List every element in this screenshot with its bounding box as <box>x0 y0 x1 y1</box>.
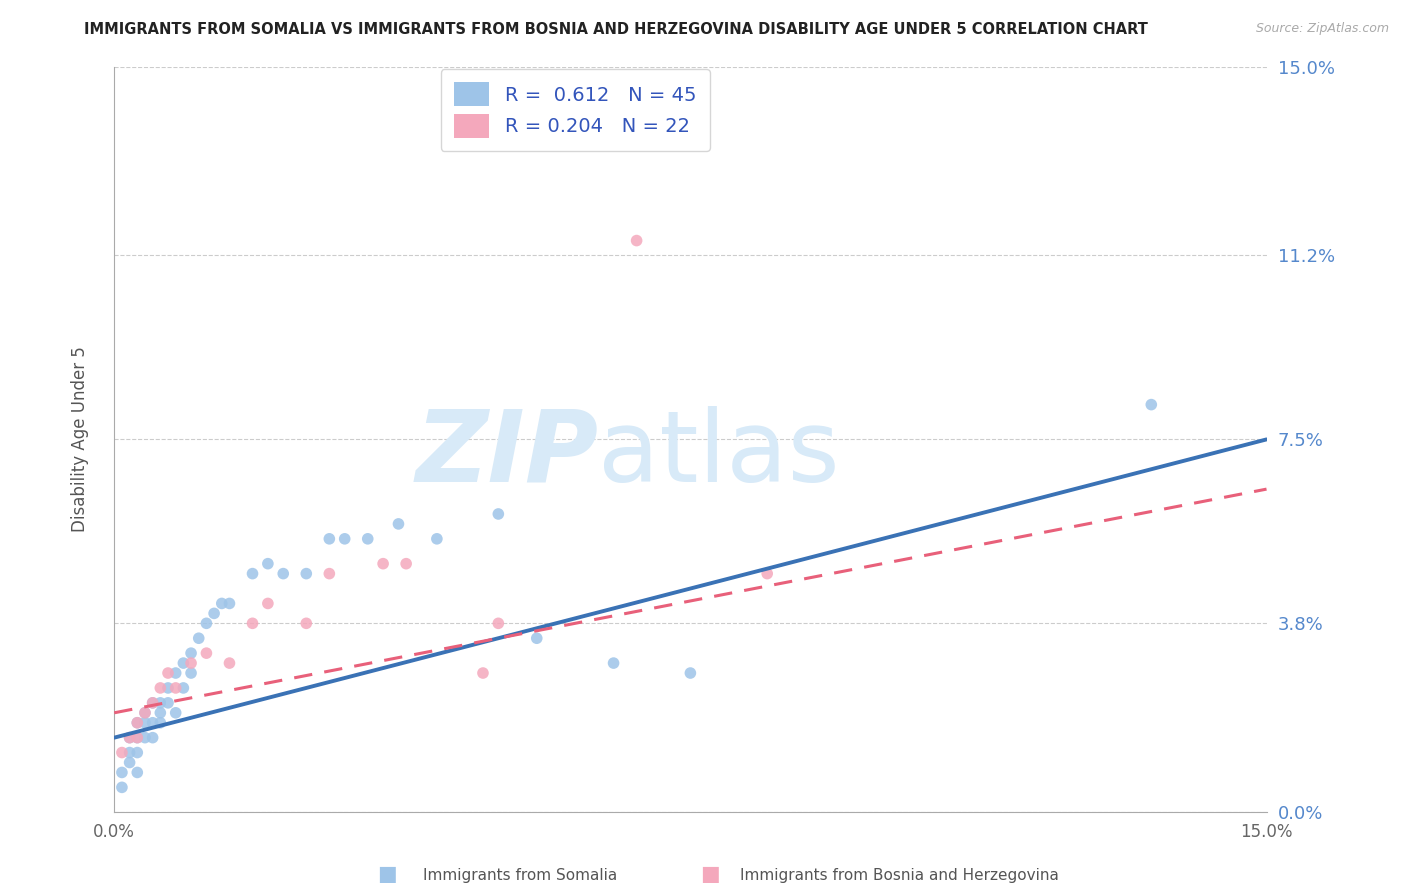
Point <box>142 731 165 745</box>
Point <box>118 746 141 760</box>
Point <box>180 646 202 660</box>
Point <box>118 756 141 770</box>
Point <box>149 696 172 710</box>
Point <box>242 616 264 631</box>
Point <box>526 632 548 646</box>
Point <box>679 666 702 681</box>
Point <box>257 557 280 571</box>
Point <box>127 731 149 745</box>
Point <box>387 516 409 531</box>
Point <box>626 234 648 248</box>
Point <box>486 507 509 521</box>
Point <box>318 566 340 581</box>
Point <box>371 557 394 571</box>
Point <box>211 597 233 611</box>
Point <box>295 616 318 631</box>
Text: atlas: atlas <box>598 406 839 503</box>
Point <box>127 765 149 780</box>
Point <box>111 780 134 795</box>
Point <box>426 532 449 546</box>
Point <box>165 681 187 695</box>
Point <box>202 607 225 621</box>
Point <box>156 666 179 681</box>
Point <box>118 731 141 745</box>
Text: IMMIGRANTS FROM SOMALIA VS IMMIGRANTS FROM BOSNIA AND HERZEGOVINA DISABILITY AGE: IMMIGRANTS FROM SOMALIA VS IMMIGRANTS FR… <box>84 22 1149 37</box>
Point <box>149 681 172 695</box>
Point <box>127 715 149 730</box>
Point <box>111 746 134 760</box>
Text: ■: ■ <box>700 864 720 884</box>
Point <box>195 646 218 660</box>
Point <box>165 706 187 720</box>
Text: ZIP: ZIP <box>415 406 598 503</box>
Legend: R =  0.612   N = 45, R = 0.204   N = 22: R = 0.612 N = 45, R = 0.204 N = 22 <box>440 69 710 152</box>
Point <box>602 656 624 670</box>
Text: ■: ■ <box>377 864 396 884</box>
Point <box>242 566 264 581</box>
Point <box>127 731 149 745</box>
Point <box>142 696 165 710</box>
Point <box>180 666 202 681</box>
Point <box>486 616 509 631</box>
Point <box>180 656 202 670</box>
Point <box>134 715 156 730</box>
Point <box>271 566 294 581</box>
Point <box>318 532 340 546</box>
Point <box>395 557 418 571</box>
Point <box>156 696 179 710</box>
Point <box>333 532 356 546</box>
Point <box>172 656 194 670</box>
Point <box>195 616 218 631</box>
Point <box>134 706 156 720</box>
Point <box>357 532 380 546</box>
Point <box>295 566 318 581</box>
Point <box>218 656 240 670</box>
Y-axis label: Disability Age Under 5: Disability Age Under 5 <box>72 346 89 533</box>
Point <box>142 715 165 730</box>
Point <box>1140 398 1163 412</box>
Point <box>149 715 172 730</box>
Point <box>149 706 172 720</box>
Text: Immigrants from Bosnia and Herzegovina: Immigrants from Bosnia and Herzegovina <box>741 869 1059 883</box>
Point <box>187 632 209 646</box>
Point <box>134 731 156 745</box>
Point <box>134 706 156 720</box>
Point <box>156 681 179 695</box>
Point <box>218 597 240 611</box>
Point <box>172 681 194 695</box>
Point <box>127 715 149 730</box>
Point <box>165 666 187 681</box>
Point <box>127 746 149 760</box>
Point <box>142 696 165 710</box>
Text: Immigrants from Somalia: Immigrants from Somalia <box>423 869 617 883</box>
Text: Source: ZipAtlas.com: Source: ZipAtlas.com <box>1256 22 1389 36</box>
Point <box>111 765 134 780</box>
Point <box>756 566 779 581</box>
Point <box>472 666 495 681</box>
Point <box>257 597 280 611</box>
Point <box>118 731 141 745</box>
